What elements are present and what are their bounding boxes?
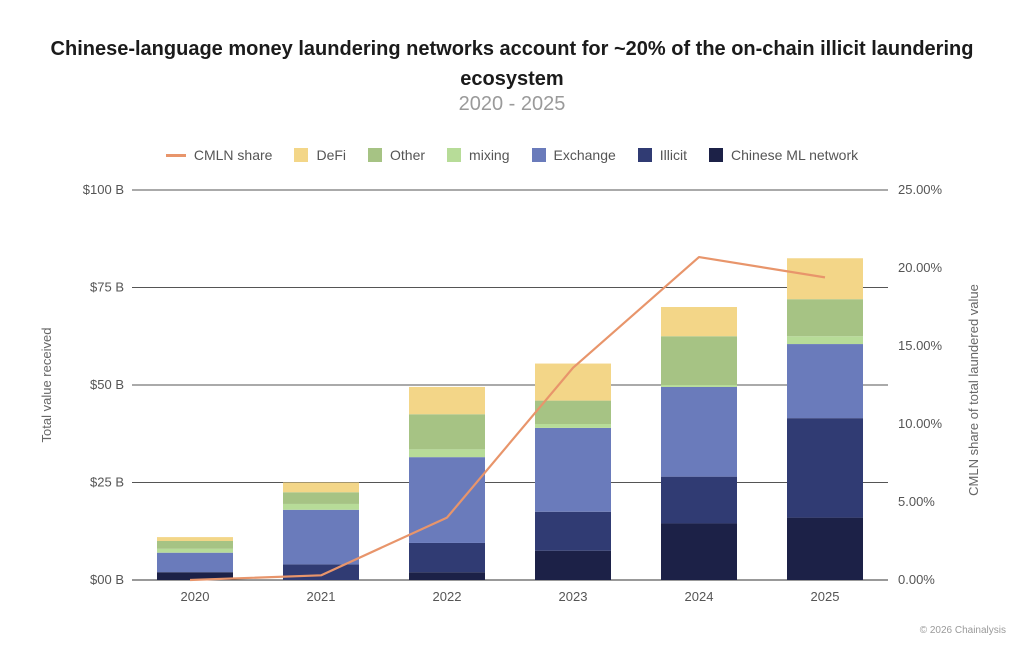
legend-swatch <box>709 148 724 162</box>
bar-segment <box>409 386 485 415</box>
legend-item: Illicit <box>637 147 688 163</box>
bar-segment <box>157 537 233 541</box>
bar-segment <box>661 307 737 337</box>
legend-label: Other <box>390 147 426 163</box>
y2-tick-label: 10.00% <box>898 416 943 431</box>
bar-segment <box>157 548 233 553</box>
x-tick-label: 2025 <box>811 589 840 604</box>
legend-swatch <box>637 148 652 162</box>
legend-swatch <box>294 148 309 162</box>
y2-tick-label: 5.00% <box>898 494 935 509</box>
legend-swatch <box>531 148 546 162</box>
chart-subtitle: 2020 - 2025 <box>458 93 566 115</box>
bar-segment <box>661 336 737 385</box>
bar-segment <box>409 414 485 450</box>
bar-segment <box>283 503 359 510</box>
bar-segment <box>157 552 233 573</box>
x-tick-label: 2021 <box>307 589 336 604</box>
bar-segment <box>535 550 611 580</box>
legend-label: Chinese ML network <box>731 147 859 163</box>
legend-label: mixing <box>469 147 510 163</box>
legend-label: DeFi <box>316 147 347 163</box>
bar-segment <box>157 572 233 580</box>
legend-item: Other <box>368 147 425 163</box>
bar-segment <box>787 344 863 419</box>
y-tick-label: $75 B <box>90 280 124 295</box>
y-tick-label: $00 B <box>90 572 124 587</box>
bar-segment <box>535 363 611 401</box>
y2-tick-label: 20.00% <box>898 260 943 275</box>
bar-segment <box>661 523 737 580</box>
bar-segment <box>283 492 359 504</box>
bar-segment <box>535 400 611 424</box>
bar-segment <box>409 449 485 458</box>
bar-segment <box>661 385 737 387</box>
bar-segment <box>787 418 863 518</box>
bar-segment <box>661 476 737 524</box>
y-tick-label: $25 B <box>90 475 124 490</box>
bar-segment <box>787 299 863 337</box>
y-tick-label: $100 B <box>83 182 124 197</box>
y2-axis-title: CMLN share of total laundered value <box>966 284 981 496</box>
legend-item: Exchange <box>531 147 616 163</box>
copyright: © 2026 Chainalysis <box>919 625 1006 636</box>
x-tick-label: 2023 <box>559 589 588 604</box>
y-tick-label: $50 B <box>90 377 124 392</box>
y2-tick-label: 0.00% <box>898 572 935 587</box>
bar-segment <box>409 572 485 580</box>
bar-segment <box>787 258 863 300</box>
y-axis-title: Total value received <box>39 328 54 443</box>
bar-segment <box>787 336 863 345</box>
legend-label: Illicit <box>659 147 688 163</box>
y2-tick-label: 25.00% <box>898 182 943 197</box>
chart-title: Chinese-language money laundering networ… <box>50 38 974 90</box>
bar-segment <box>535 511 611 551</box>
cmln-share-line <box>189 255 826 582</box>
x-tick-label: 2024 <box>685 589 714 604</box>
bar-segment <box>535 427 611 512</box>
bar-segment <box>283 564 359 580</box>
legend-swatch <box>447 148 462 162</box>
bar-segment <box>283 482 359 493</box>
legend-item: mixing <box>447 147 510 163</box>
y2-tick-label: 15.00% <box>898 338 943 353</box>
legend-label: CMLN share <box>193 147 273 163</box>
legend-item: DeFi <box>294 147 346 163</box>
bar-segment <box>409 542 485 573</box>
legend-item: CMLN share <box>165 147 273 163</box>
bar-segment <box>535 424 611 428</box>
legend-swatch <box>165 153 186 157</box>
legend: CMLN share DeFi Other mixing Exchange Illicit… <box>0 147 1024 163</box>
bar-segment <box>787 517 863 580</box>
x-tick-label: 2022 <box>433 589 462 604</box>
bar-segment <box>283 509 359 565</box>
legend-label: Exchange <box>553 147 616 163</box>
legend-item: Chinese ML network <box>709 147 858 163</box>
bar-segment <box>157 541 233 549</box>
legend-swatch <box>368 148 383 162</box>
bar-segment <box>661 386 737 477</box>
x-tick-label: 2020 <box>181 589 210 604</box>
